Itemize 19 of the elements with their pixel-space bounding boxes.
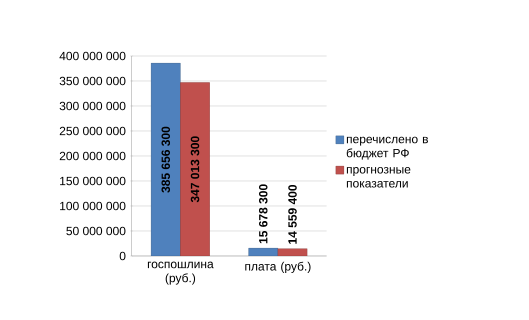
legend-label: перечислено в бюджет РФ: [346, 136, 428, 160]
bar: [150, 62, 181, 256]
y-tick-label: 200 000 000: [60, 152, 126, 160]
y-tick-label: 150 000 000: [60, 176, 126, 186]
x-tick-label: плата (руб.): [245, 262, 311, 273]
y-tick-label: 250 000 000: [60, 126, 126, 136]
y-tick-label: 400 000 000: [59, 52, 126, 60]
legend-label: прогнозные показатели: [346, 166, 410, 188]
y-tick-label: 350 000 000: [60, 76, 126, 86]
data-label: 14 559 400: [288, 184, 297, 244]
bar: [180, 82, 210, 256]
y-tick-label: 50 000 000: [66, 226, 126, 236]
data-label: 347 013 300: [190, 136, 200, 202]
y-tick-label: 300 000 000: [60, 102, 126, 110]
y-tick-label: 0: [120, 252, 126, 260]
y-tick-label: 100 000 000: [60, 202, 126, 210]
x-tick-label: госпошлина (руб.): [148, 262, 214, 285]
data-label: 15 678 300: [259, 184, 268, 244]
data-label: 385 656 300: [162, 126, 170, 193]
